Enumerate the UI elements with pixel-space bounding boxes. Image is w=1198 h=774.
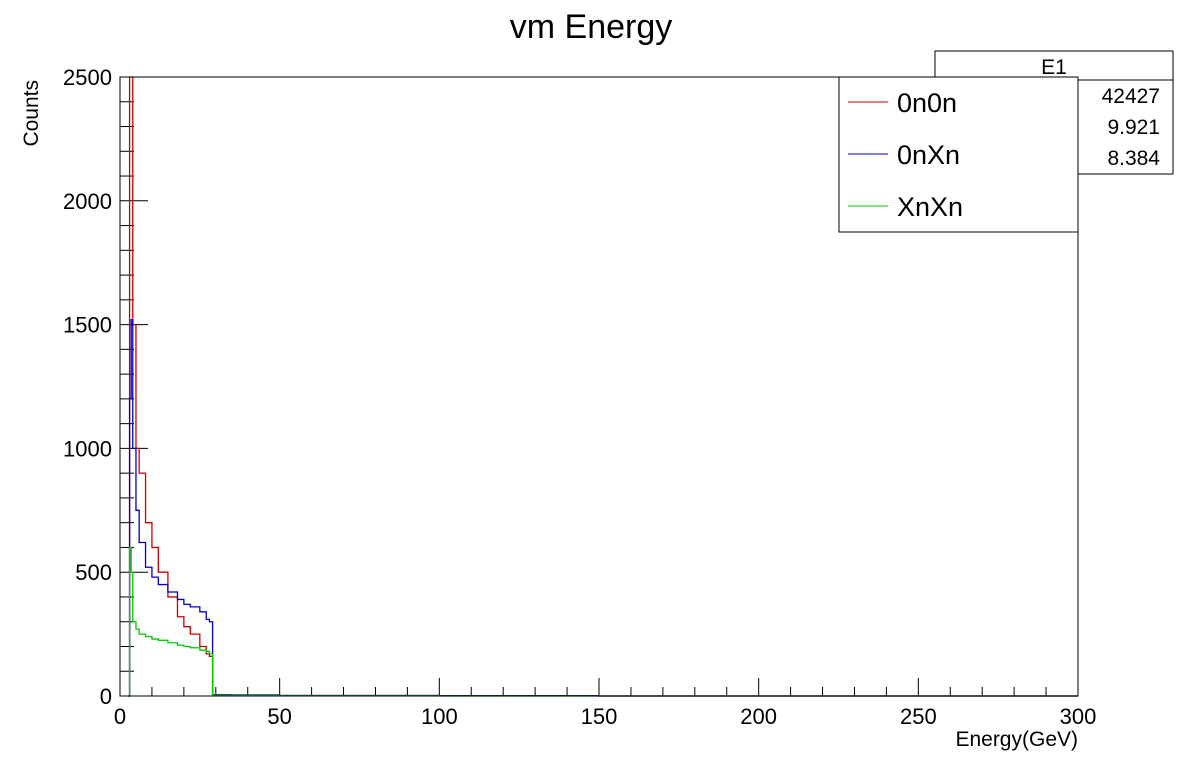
legend: 0n0n 0nXn XnXn [838,76,1079,233]
series-line-0nxn [127,318,1078,697]
x-axis-label: Energy(GeV) [955,728,1078,751]
x-tick-label: 300 [1060,704,1097,729]
y-tick-label: 1000 [63,436,112,461]
x-tick-label: 100 [421,704,458,729]
x-tick-label: 0 [114,704,126,729]
series-line-xnxn [127,546,1078,697]
legend-label-xnxn: XnXn [897,192,963,222]
legend-label-0nxn: 0nXn [897,140,960,170]
plot-frame [119,76,1079,697]
y-tick-label: 2000 [63,189,112,214]
x-tick-label: 250 [900,704,937,729]
y-tick-label: 2500 [63,65,112,90]
y-axis-label: Counts [20,80,43,147]
stats-value-mean: 9.921 [1107,116,1160,139]
y-tick-label: 1500 [63,313,112,338]
x-tick-label: 50 [267,704,291,729]
legend-label-0n0n: 0n0n [897,88,957,118]
stats-title: E1 [1041,56,1067,79]
x-tick-label: 200 [740,704,777,729]
y-tick-label: 500 [75,560,112,585]
stats-value-stddev: 8.384 [1107,147,1160,170]
y-tick-label: 0 [100,684,112,709]
chart-title: vm Energy [510,8,673,46]
x-tick-label: 150 [581,704,618,729]
stats-value-entries: 42427 [1102,85,1160,108]
